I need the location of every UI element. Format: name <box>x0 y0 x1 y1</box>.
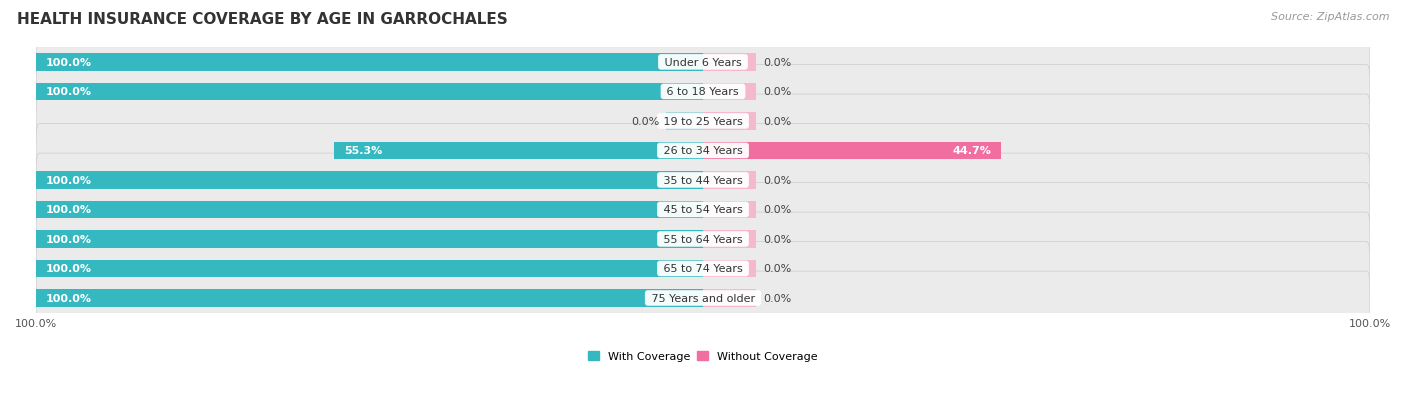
Text: 45 to 54 Years: 45 to 54 Years <box>659 205 747 215</box>
Bar <box>703 172 756 189</box>
FancyBboxPatch shape <box>37 154 1369 207</box>
FancyBboxPatch shape <box>37 271 1369 325</box>
Text: 0.0%: 0.0% <box>763 176 792 185</box>
Text: 65 to 74 Years: 65 to 74 Years <box>659 264 747 274</box>
Text: 0.0%: 0.0% <box>763 293 792 303</box>
Text: 0.0%: 0.0% <box>631 116 659 127</box>
Text: 100.0%: 100.0% <box>46 235 93 244</box>
Bar <box>37 290 703 307</box>
Text: 100.0%: 100.0% <box>46 264 93 274</box>
Text: 44.7%: 44.7% <box>952 146 991 156</box>
Text: 35 to 44 Years: 35 to 44 Years <box>659 176 747 185</box>
Text: 100.0%: 100.0% <box>46 58 93 68</box>
Bar <box>703 83 756 101</box>
Bar <box>37 172 703 189</box>
Bar <box>37 54 703 71</box>
Legend: With Coverage, Without Coverage: With Coverage, Without Coverage <box>583 347 823 366</box>
Text: 100.0%: 100.0% <box>46 293 93 303</box>
Bar <box>703 113 756 131</box>
Text: 0.0%: 0.0% <box>763 264 792 274</box>
Text: 100.0%: 100.0% <box>46 205 93 215</box>
FancyBboxPatch shape <box>37 65 1369 119</box>
Text: 0.0%: 0.0% <box>763 87 792 97</box>
Text: 55 to 64 Years: 55 to 64 Years <box>659 235 747 244</box>
Text: 0.0%: 0.0% <box>763 235 792 244</box>
Bar <box>37 260 703 278</box>
Bar <box>703 54 756 71</box>
Text: 0.0%: 0.0% <box>763 58 792 68</box>
Text: Source: ZipAtlas.com: Source: ZipAtlas.com <box>1271 12 1389 22</box>
FancyBboxPatch shape <box>37 95 1369 148</box>
Text: 0.0%: 0.0% <box>763 116 792 127</box>
FancyBboxPatch shape <box>37 36 1369 90</box>
Text: Under 6 Years: Under 6 Years <box>661 58 745 68</box>
FancyBboxPatch shape <box>37 183 1369 237</box>
Bar <box>335 142 703 160</box>
Text: HEALTH INSURANCE COVERAGE BY AGE IN GARROCHALES: HEALTH INSURANCE COVERAGE BY AGE IN GARR… <box>17 12 508 27</box>
FancyBboxPatch shape <box>37 213 1369 266</box>
Text: 0.0%: 0.0% <box>763 205 792 215</box>
Text: 100.0%: 100.0% <box>46 87 93 97</box>
Text: 19 to 25 Years: 19 to 25 Years <box>659 116 747 127</box>
Bar <box>703 260 756 278</box>
FancyBboxPatch shape <box>37 124 1369 178</box>
Text: 75 Years and older: 75 Years and older <box>648 293 758 303</box>
Text: 6 to 18 Years: 6 to 18 Years <box>664 87 742 97</box>
Text: 55.3%: 55.3% <box>344 146 382 156</box>
Text: 100.0%: 100.0% <box>46 176 93 185</box>
Bar <box>37 201 703 219</box>
Bar <box>37 230 703 248</box>
Bar <box>703 230 756 248</box>
FancyBboxPatch shape <box>37 242 1369 296</box>
Bar <box>703 142 1001 160</box>
Bar <box>703 290 756 307</box>
Bar <box>37 83 703 101</box>
Text: 26 to 34 Years: 26 to 34 Years <box>659 146 747 156</box>
Bar <box>703 201 756 219</box>
Bar <box>666 113 703 131</box>
